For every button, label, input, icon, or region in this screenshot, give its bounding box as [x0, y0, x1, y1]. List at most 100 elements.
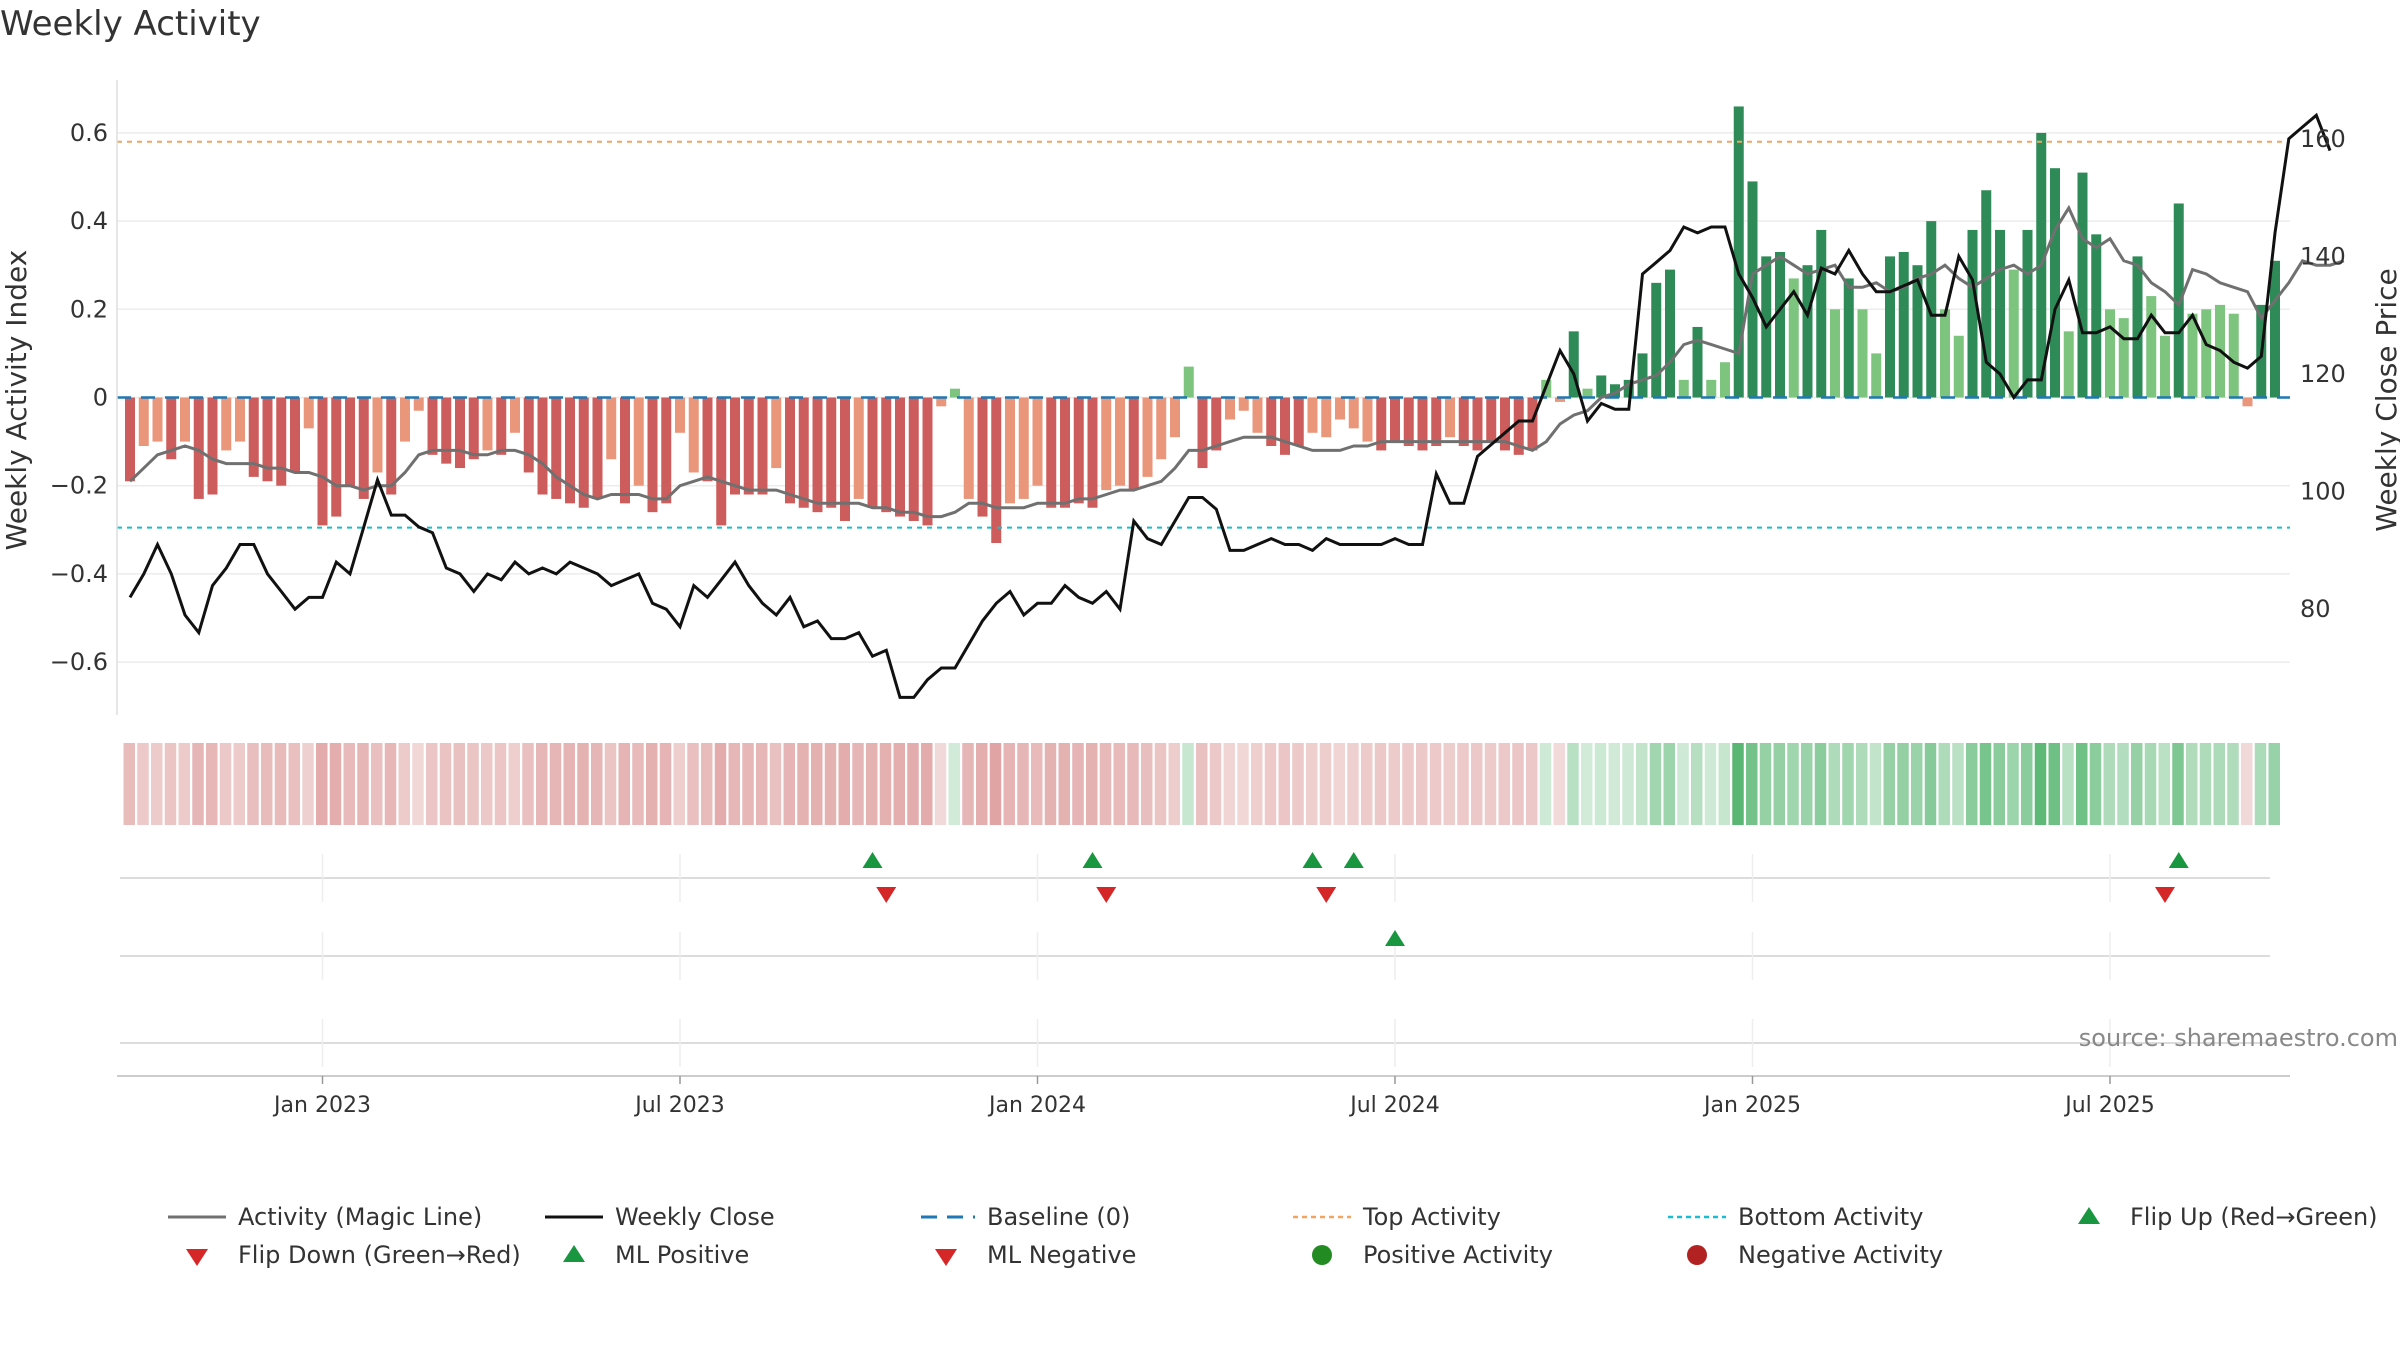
- heat-strip-cell: [1237, 743, 1249, 825]
- activity-bar: [1981, 190, 1992, 398]
- activity-bar: [413, 397, 424, 411]
- heat-strip-cell: [2241, 743, 2253, 825]
- activity-bar: [647, 397, 658, 513]
- activity-bar: [1018, 397, 1029, 499]
- activity-bar: [1032, 397, 1043, 486]
- flip-down-marker: [2155, 887, 2175, 903]
- heat-strip-cell: [1842, 743, 1854, 825]
- activity-bar: [1706, 379, 1717, 398]
- heat-strip-cell: [398, 743, 410, 825]
- heat-strip-cell: [976, 743, 988, 825]
- heat-strip-cell: [769, 743, 782, 825]
- heat-strip-cell: [1581, 743, 1593, 825]
- heat-strip-cell: [2254, 743, 2267, 825]
- heat-strip-cell: [2144, 743, 2157, 825]
- activity-bar: [1280, 397, 1290, 455]
- heat-strip-cell: [728, 743, 740, 825]
- y-axis-title: Weekly Activity Index: [0, 250, 33, 551]
- weekly-close-line: [128, 112, 2332, 699]
- legend-item: Weekly Close: [545, 1203, 775, 1231]
- heat-strip-cell: [1608, 743, 1620, 825]
- activity-bar: [262, 397, 273, 482]
- activity-bar: [1087, 397, 1098, 508]
- activity-bar: [1871, 353, 1882, 398]
- activity-bar: [977, 397, 988, 517]
- activity-bar: [1142, 397, 1153, 477]
- activity-bar: [248, 397, 259, 477]
- heat-strip-cell: [219, 743, 232, 825]
- activity-bar: [922, 397, 933, 526]
- heat-strip-cell: [1567, 743, 1579, 825]
- activity-bar: [427, 397, 438, 455]
- activity-bar: [1293, 397, 1304, 447]
- heat-strip-cell: [1168, 743, 1180, 825]
- heat-strip-cell: [1099, 743, 1112, 825]
- heat-strip-cell: [1897, 743, 1909, 825]
- heat-strip-cell: [632, 743, 644, 825]
- heat-strip-cell: [604, 743, 617, 825]
- activity-bar: [730, 397, 740, 495]
- heat-strip-cell: [1787, 743, 1799, 825]
- heat-strip-cell: [811, 743, 823, 825]
- legend: Activity (Magic Line) Weekly Close Baselin…: [168, 1203, 2378, 1269]
- activity-bar: [221, 397, 232, 451]
- heat-strip-cell: [2076, 743, 2088, 825]
- heat-strip-cell: [1704, 743, 1717, 825]
- activity-bar: [180, 397, 190, 442]
- heat-strip-cell: [1526, 743, 1538, 825]
- heat-strip-cell: [371, 743, 383, 825]
- heat-strip-cell: [1979, 743, 1992, 825]
- activity-bar: [331, 397, 342, 517]
- heat-strip-cell: [1044, 743, 1057, 825]
- heat-strip-cell: [1182, 743, 1194, 825]
- legend-label: Negative Activity: [1738, 1241, 1943, 1269]
- activity-bar: [2160, 335, 2170, 398]
- activity-bar: [1802, 265, 1813, 398]
- activity-bar: [1926, 221, 1937, 398]
- activity-bar: [1307, 397, 1318, 433]
- heat-strip-cell: [797, 743, 809, 825]
- activity-bar: [1898, 251, 1909, 398]
- heat-strip-cell: [288, 743, 300, 825]
- activity-bar: [936, 397, 947, 407]
- activity-bar: [743, 397, 754, 495]
- heat-strip-cell: [1086, 743, 1098, 825]
- activity-bar: [1747, 181, 1758, 398]
- activity-bar: [2105, 309, 2115, 398]
- activity-bar: [1953, 335, 1964, 398]
- heat-strip-cell: [549, 743, 562, 825]
- activity-bar: [1967, 229, 1978, 398]
- activity-bar: [1238, 397, 1249, 411]
- legend-item: Top Activity: [1293, 1203, 1501, 1231]
- flip-down-marker: [1096, 887, 1117, 903]
- signal-markers: [120, 852, 2270, 1067]
- activity-bar: [853, 397, 864, 499]
- heat-strip-cell: [2062, 743, 2074, 825]
- heat-strip-cell: [1732, 743, 1744, 825]
- heat-strip-cell: [1484, 743, 1497, 825]
- activity-bar: [317, 397, 328, 526]
- activity-bar: [963, 397, 974, 499]
- heat-strip-cell: [1457, 743, 1469, 825]
- heat-strip-cell: [2034, 743, 2047, 825]
- heat-strip-cell: [1443, 743, 1455, 825]
- heat-strip-cell: [453, 743, 465, 825]
- flip-up-marker: [1302, 852, 1323, 868]
- heat-strip-cell: [2268, 743, 2280, 825]
- heat-strip-cell: [866, 743, 878, 825]
- activity-bar: [633, 397, 644, 486]
- heat-strip-cell: [1966, 743, 1978, 825]
- activity-bar: [1046, 397, 1057, 508]
- activity-bar: [908, 397, 919, 521]
- activity-bar: [1527, 397, 1538, 451]
- heat-strip-cell: [439, 743, 452, 825]
- legend-symbol: [935, 1249, 957, 1266]
- heat-strip-cell: [481, 743, 493, 825]
- legend-symbol: [186, 1249, 208, 1266]
- x-tick-label: Jul 2025: [2063, 1093, 2155, 1118]
- activity-bar: [1610, 384, 1620, 398]
- activity-bar: [523, 397, 534, 473]
- heat-strip-cell: [701, 743, 713, 825]
- activity-bar: [1733, 106, 1744, 398]
- activity-bar: [1637, 353, 1648, 398]
